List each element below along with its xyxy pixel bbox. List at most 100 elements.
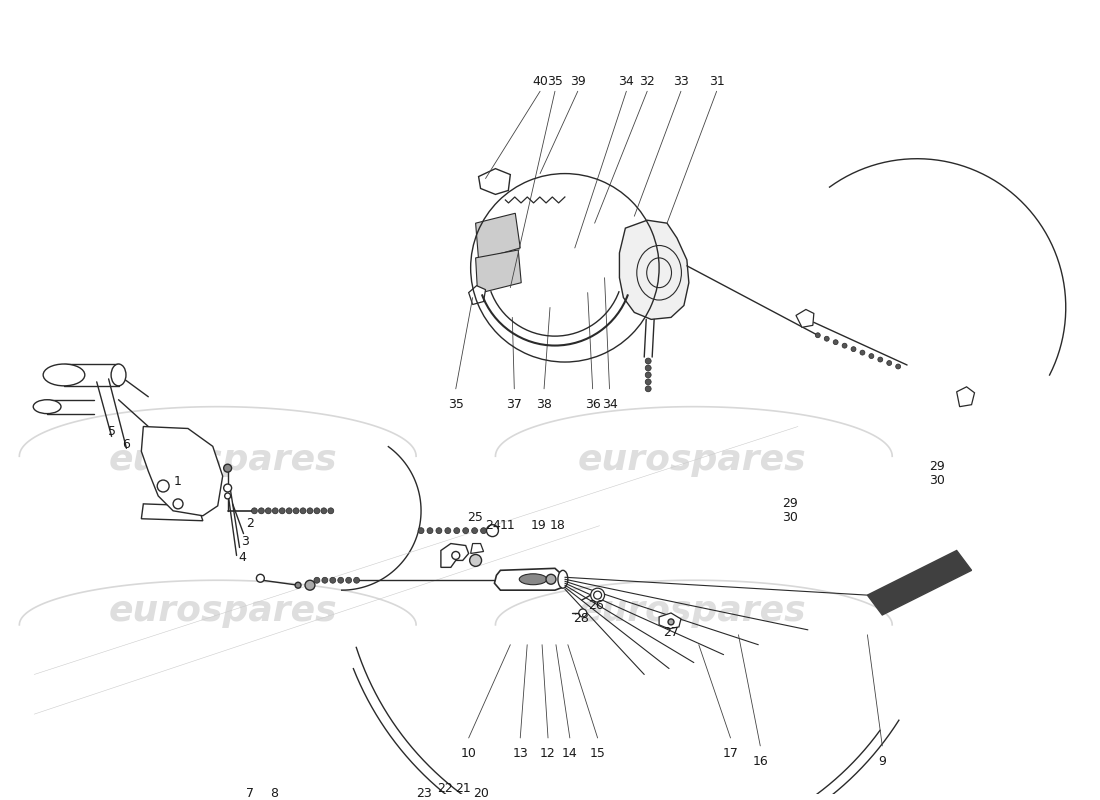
Text: 25: 25 <box>466 511 483 524</box>
Circle shape <box>646 379 651 385</box>
Circle shape <box>273 508 278 514</box>
Text: 27: 27 <box>663 626 679 639</box>
Circle shape <box>300 508 306 514</box>
Circle shape <box>353 578 360 583</box>
Text: 4: 4 <box>239 551 246 564</box>
Text: 37: 37 <box>506 398 522 411</box>
Circle shape <box>860 350 865 355</box>
Text: 12: 12 <box>540 747 556 760</box>
Text: 26: 26 <box>587 598 604 611</box>
Text: 20: 20 <box>473 787 488 800</box>
Circle shape <box>295 582 301 588</box>
Circle shape <box>265 508 272 514</box>
Polygon shape <box>957 387 975 406</box>
Circle shape <box>279 508 285 514</box>
Ellipse shape <box>33 400 60 414</box>
Circle shape <box>330 578 336 583</box>
Circle shape <box>579 609 586 617</box>
Text: 22: 22 <box>437 782 453 795</box>
Circle shape <box>321 508 327 514</box>
Polygon shape <box>141 504 202 521</box>
Text: eurospares: eurospares <box>109 443 337 478</box>
Polygon shape <box>796 310 814 327</box>
Text: 35: 35 <box>448 398 464 411</box>
Circle shape <box>252 508 257 514</box>
Text: 14: 14 <box>562 747 578 760</box>
Circle shape <box>322 578 328 583</box>
Text: 15: 15 <box>590 747 605 760</box>
Polygon shape <box>659 613 681 629</box>
Text: 5: 5 <box>108 425 115 438</box>
Text: 23: 23 <box>416 787 432 800</box>
Circle shape <box>646 358 651 364</box>
Ellipse shape <box>519 574 547 585</box>
Text: 3: 3 <box>242 535 250 548</box>
Circle shape <box>305 580 315 590</box>
Text: 6: 6 <box>122 438 131 451</box>
Circle shape <box>454 528 460 534</box>
Circle shape <box>173 499 183 509</box>
Circle shape <box>286 508 293 514</box>
Polygon shape <box>478 169 510 194</box>
Circle shape <box>481 528 486 534</box>
Circle shape <box>833 340 838 345</box>
Text: 7: 7 <box>246 787 254 800</box>
Text: 39: 39 <box>570 75 585 88</box>
Circle shape <box>895 364 901 369</box>
Text: 34: 34 <box>618 75 635 88</box>
Ellipse shape <box>558 570 568 588</box>
Text: 8: 8 <box>271 787 278 800</box>
Circle shape <box>815 333 821 338</box>
Text: 32: 32 <box>639 75 656 88</box>
Circle shape <box>472 528 477 534</box>
Text: 17: 17 <box>723 747 738 760</box>
Polygon shape <box>475 214 520 260</box>
Polygon shape <box>495 568 565 590</box>
Text: 28: 28 <box>573 613 588 626</box>
Text: 10: 10 <box>461 747 476 760</box>
Circle shape <box>646 386 651 392</box>
Text: 1: 1 <box>174 474 182 487</box>
Ellipse shape <box>111 364 126 386</box>
Text: 2: 2 <box>246 518 254 530</box>
Text: 36: 36 <box>585 398 601 411</box>
Circle shape <box>470 554 482 566</box>
Text: eurospares: eurospares <box>578 594 806 628</box>
Circle shape <box>486 525 498 537</box>
Circle shape <box>668 619 674 625</box>
Text: 21: 21 <box>454 782 471 795</box>
Circle shape <box>851 346 856 352</box>
Circle shape <box>843 343 847 348</box>
Circle shape <box>224 493 231 499</box>
Text: 40: 40 <box>532 75 548 88</box>
Text: 29: 29 <box>930 460 945 473</box>
Text: eurospares: eurospares <box>578 443 806 478</box>
Circle shape <box>444 528 451 534</box>
Circle shape <box>256 574 264 582</box>
Circle shape <box>314 508 320 514</box>
Circle shape <box>427 528 433 534</box>
Polygon shape <box>868 550 971 615</box>
Text: 19: 19 <box>530 519 546 532</box>
Circle shape <box>646 365 651 371</box>
Polygon shape <box>441 543 469 567</box>
Text: 29: 29 <box>782 498 797 510</box>
Circle shape <box>293 508 299 514</box>
Circle shape <box>646 372 651 378</box>
Ellipse shape <box>43 364 85 386</box>
Text: 34: 34 <box>602 398 617 411</box>
Text: 33: 33 <box>673 75 689 88</box>
Polygon shape <box>471 543 484 554</box>
Circle shape <box>314 578 320 583</box>
Circle shape <box>223 464 232 472</box>
Circle shape <box>463 528 469 534</box>
Text: 30: 30 <box>782 511 797 524</box>
Polygon shape <box>475 250 521 294</box>
Text: 30: 30 <box>928 474 945 486</box>
Circle shape <box>418 528 424 534</box>
Circle shape <box>338 578 343 583</box>
Circle shape <box>878 357 883 362</box>
Circle shape <box>307 508 312 514</box>
Circle shape <box>157 480 169 492</box>
Circle shape <box>546 574 556 584</box>
